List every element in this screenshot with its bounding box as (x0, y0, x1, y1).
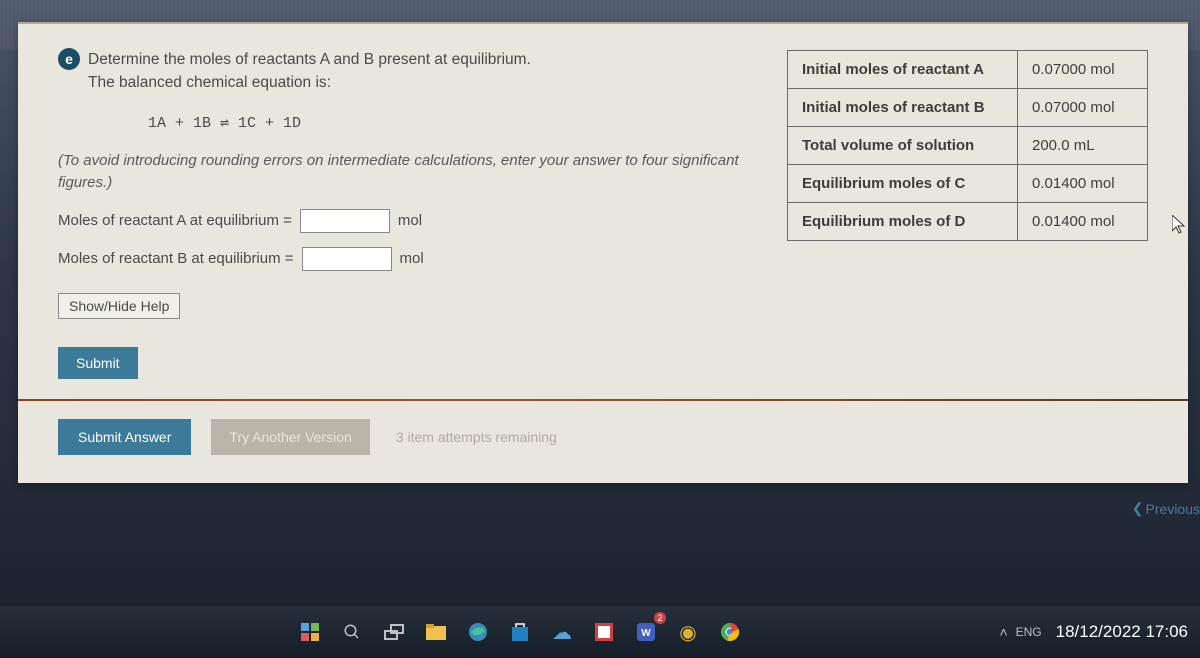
reactant-b-unit: mol (400, 250, 424, 267)
cell-value: 0.01400 mol (1018, 165, 1148, 203)
cell-value: 0.07000 mol (1018, 51, 1148, 89)
attempts-remaining-text: 3 item attempts remaining (396, 429, 557, 445)
edge-icon[interactable] (460, 614, 496, 650)
submit-button[interactable]: Submit (58, 347, 138, 379)
cell-label: Initial moles of reactant B (788, 89, 1018, 127)
submit-answer-button[interactable]: Submit Answer (58, 419, 191, 455)
show-hide-help-button[interactable]: Show/Hide Help (58, 293, 180, 319)
heading-line-1: Determine the moles of reactants A and B… (88, 48, 531, 71)
chrome-icon[interactable] (712, 614, 748, 650)
try-another-version-button[interactable]: Try Another Version (211, 419, 369, 455)
store-icon[interactable] (502, 614, 538, 650)
cell-value: 0.01400 mol (1018, 203, 1148, 241)
reactant-a-unit: mol (398, 212, 422, 229)
table-row: Initial moles of reactant B0.07000 mol (788, 89, 1148, 127)
language-icon[interactable]: ENG (1016, 625, 1042, 639)
cell-value: 200.0 mL (1018, 127, 1148, 165)
table-row: Total volume of solution200.0 mL (788, 127, 1148, 165)
part-badge: e (58, 48, 80, 70)
reactant-b-label: Moles of reactant B at equilibrium = (58, 250, 294, 267)
cursor-icon (1172, 215, 1188, 240)
reactant-b-input[interactable] (302, 247, 392, 271)
app-icon-3[interactable]: W (628, 614, 664, 650)
explorer-icon[interactable] (418, 614, 454, 650)
system-tray[interactable]: ˄ ENG (999, 624, 1041, 640)
previous-link-label: Previous (1146, 501, 1200, 517)
task-view-icon[interactable] (376, 614, 412, 650)
cell-label: Total volume of solution (788, 127, 1018, 165)
clock-text[interactable]: 18/12/2022 17:06 (1056, 622, 1188, 642)
heading-line-2: The balanced chemical equation is: (88, 71, 531, 94)
cell-label: Equilibrium moles of C (788, 165, 1018, 203)
start-icon[interactable] (292, 614, 328, 650)
table-row: Equilibrium moles of C0.01400 mol (788, 165, 1148, 203)
cell-label: Equilibrium moles of D (788, 203, 1018, 241)
sigfig-note: (To avoid introducing rounding errors on… (58, 150, 747, 195)
table-row: Equilibrium moles of D0.01400 mol (788, 203, 1148, 241)
reactant-a-label: Moles of reactant A at equilibrium = (58, 212, 292, 229)
previous-link[interactable]: ❮ Previous (1132, 500, 1200, 517)
app-icon-2[interactable] (586, 614, 622, 650)
data-table: Initial moles of reactant A0.07000 mol I… (787, 50, 1148, 241)
search-icon[interactable] (334, 614, 370, 650)
table-row: Initial moles of reactant A0.07000 mol (788, 51, 1148, 89)
taskbar: ☁ W ◉ ˄ ENG 18/12/2022 17:06 (0, 606, 1200, 658)
svg-text:W: W (641, 628, 651, 639)
equation-text: 1A + 1B ⇌ 1C + 1D (148, 113, 747, 132)
chevron-up-icon[interactable]: ˄ (999, 624, 1007, 640)
chevron-left-icon: ❮ (1132, 500, 1144, 517)
cell-label: Initial moles of reactant A (788, 51, 1018, 89)
reactant-a-input[interactable] (300, 209, 390, 233)
question-card: e Determine the moles of reactants A and… (18, 22, 1188, 483)
cell-value: 0.07000 mol (1018, 89, 1148, 127)
app-icon-1[interactable]: ☁ (544, 614, 580, 650)
app-icon-4[interactable]: ◉ (670, 614, 706, 650)
divider (18, 399, 1188, 401)
